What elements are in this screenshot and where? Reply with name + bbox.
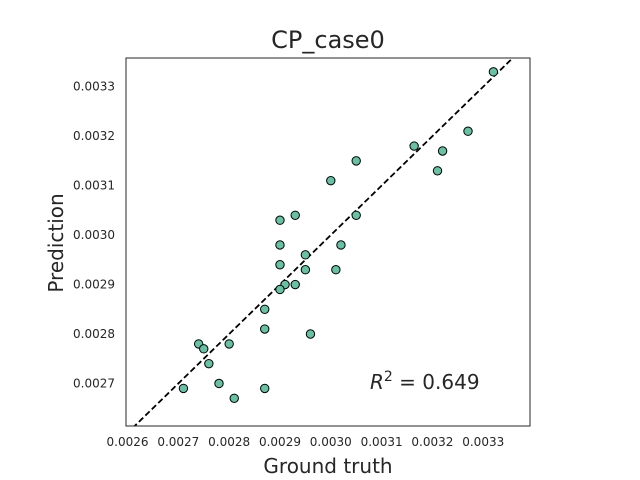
data-points-layer xyxy=(178,67,499,404)
r-squared-symbol: R xyxy=(370,370,384,394)
data-point xyxy=(305,329,316,339)
y-tick-label: 0.0033 xyxy=(73,80,115,94)
axis-ticks-layer: 0.0026 0.0027 0.0028 0.0029 0.0030 0.0031 0.00… xyxy=(73,80,504,449)
data-point xyxy=(275,215,285,225)
y-tick-label: 0.0030 xyxy=(73,228,115,242)
data-point xyxy=(488,67,499,77)
data-point xyxy=(331,264,341,275)
data-point xyxy=(214,378,224,389)
x-axis-label: Ground truth xyxy=(263,454,392,478)
identity-reference-line xyxy=(133,58,515,426)
data-point xyxy=(229,393,239,404)
plot-frame xyxy=(125,57,531,427)
x-tick-label: 0.0031 xyxy=(361,435,403,449)
data-point xyxy=(178,383,189,394)
data-point xyxy=(437,146,448,156)
data-point xyxy=(351,210,361,220)
data-point xyxy=(275,260,285,270)
data-point xyxy=(199,344,209,354)
data-point xyxy=(275,284,285,295)
x-tick-label: 0.0033 xyxy=(462,435,504,449)
y-tick-label: 0.0031 xyxy=(73,179,115,193)
data-point xyxy=(204,358,214,369)
y-axis-label: Prediction xyxy=(44,193,68,292)
x-tick-label: 0.0026 xyxy=(107,435,149,449)
data-point xyxy=(336,240,346,250)
data-point xyxy=(432,166,443,176)
x-tick-label: 0.0028 xyxy=(208,435,250,449)
data-point xyxy=(300,264,311,275)
data-point xyxy=(290,279,300,290)
y-tick-label: 0.0032 xyxy=(73,129,115,143)
data-point xyxy=(290,210,300,220)
x-tick-label: 0.0029 xyxy=(259,435,301,449)
data-point xyxy=(260,324,270,334)
data-point xyxy=(275,240,285,250)
data-point xyxy=(300,250,311,260)
data-point xyxy=(351,156,361,166)
r-squared-value: = 0.649 xyxy=(393,370,480,394)
data-point xyxy=(326,175,336,186)
x-tick-label: 0.0027 xyxy=(157,435,199,449)
data-point xyxy=(260,304,270,314)
data-point xyxy=(224,339,234,349)
y-tick-label: 0.0029 xyxy=(73,278,115,292)
data-point xyxy=(409,141,419,151)
data-point xyxy=(260,383,270,394)
data-point xyxy=(463,126,473,136)
r-squared-exponent: 2 xyxy=(384,369,393,385)
y-tick-label: 0.0027 xyxy=(73,376,115,390)
chart-title: CP_case0 xyxy=(271,26,385,54)
x-tick-label: 0.0032 xyxy=(411,435,453,449)
reference-line-layer xyxy=(133,58,515,426)
y-tick-label: 0.0028 xyxy=(73,327,115,341)
r-squared-annotation: R2 = 0.649 xyxy=(370,369,480,394)
x-tick-label: 0.0030 xyxy=(310,435,352,449)
